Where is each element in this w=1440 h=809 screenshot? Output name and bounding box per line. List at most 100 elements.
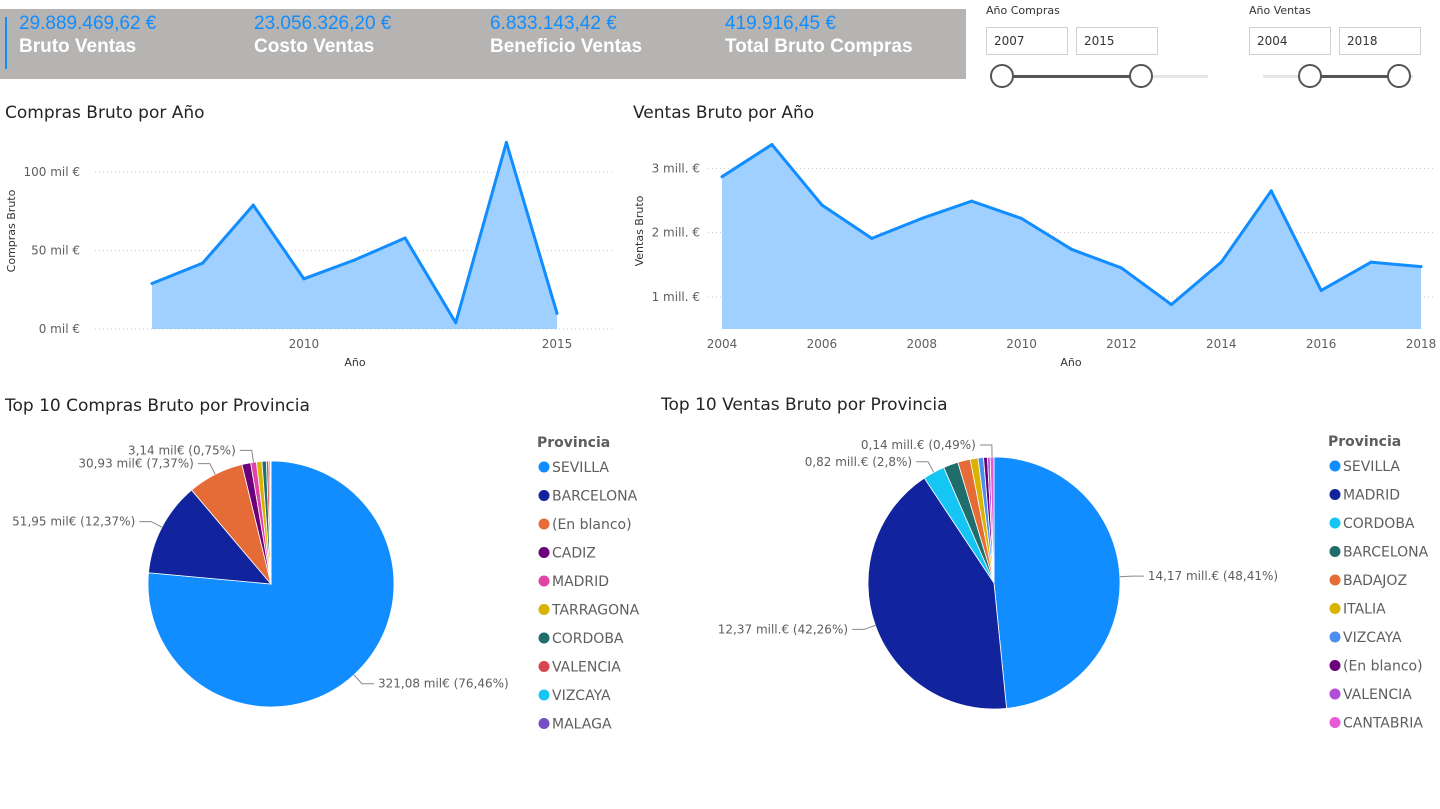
data-point (820, 203, 824, 207)
legend-marker (538, 490, 550, 501)
data-point (504, 140, 508, 144)
legend-item-label: CORDOBA (552, 631, 624, 647)
data-point (201, 261, 205, 265)
y-tick-label: 1 mill. € (652, 290, 700, 304)
ano-ventas-slider-end-handle[interactable] (1387, 64, 1411, 88)
ventas-anio-chart-title: Ventas Bruto por Año (633, 103, 815, 123)
pie-leader-line (916, 461, 935, 473)
data-point (1169, 303, 1173, 307)
pie-data-label: 12,37 mill.€ (42,26%) (718, 622, 848, 636)
ano-compras-to-input[interactable]: 2015 (1076, 27, 1158, 55)
ano-compras-slider-end-handle[interactable] (1129, 64, 1153, 88)
legend-item-label: MADRID (552, 574, 609, 590)
ano-compras-slider-start-handle[interactable] (990, 64, 1014, 88)
pie-data-label: 30,93 mil€ (7,37%) (78, 457, 193, 471)
legend-item-label: BADAJOZ (1343, 573, 1407, 589)
x-tick-label: 2010 (289, 337, 320, 351)
data-point (1419, 265, 1423, 269)
data-point (353, 258, 356, 262)
data-point (970, 199, 974, 203)
top10-compras-provincia-chart[interactable]: 321,08 mil€ (76,46%) 51,95 mil€ (12,37%) 3… (0, 420, 655, 750)
data-point (1070, 247, 1073, 251)
kpi-value: 29.889.469,62 € (19, 13, 157, 34)
legend-item-label: VIZCAYA (1343, 630, 1402, 646)
x-tick-label: 2010 (1006, 337, 1037, 351)
kpi-value: 419.916,45 € (725, 13, 836, 34)
x-tick-label: 2004 (707, 337, 738, 351)
legend-item-label: SEVILLA (1343, 459, 1400, 475)
x-tick-label: 2014 (1206, 337, 1237, 351)
data-point (720, 175, 724, 179)
legend-title: Provincia (537, 435, 610, 451)
ano-ventas-from-input[interactable]: 2004 (1249, 27, 1331, 55)
legend-marker (538, 461, 550, 473)
pie-data-label: 0,82 mill.€ (2,8%) (805, 455, 912, 469)
y-tick-label: 100 mil € (23, 165, 80, 179)
kpi-card-total-bruto-compras[interactable]: 419.916,45 € Total Bruto Compras (725, 13, 913, 59)
compras-bruto-por-anio-chart[interactable]: 0 mil € 50 mil € 100 mil € 2010 2015 Año Compr… (0, 125, 625, 375)
pie-leader-line (1119, 575, 1144, 578)
ano-ventas-to-input[interactable]: 2018 (1339, 27, 1421, 55)
legend-item-label: CADIZ (552, 546, 596, 562)
legend-item-label: BARCELONA (1343, 545, 1429, 561)
pie-leader-line (139, 521, 163, 528)
data-point (1119, 266, 1123, 270)
data-point (150, 282, 154, 286)
x-tick-label: 2006 (807, 337, 838, 351)
legend-marker (1329, 517, 1341, 529)
legend-title: Provincia (1328, 434, 1401, 450)
data-point (454, 321, 458, 325)
ano-ventas-slider-start-handle[interactable] (1298, 64, 1322, 88)
legend-marker (538, 547, 550, 558)
pie-slice (148, 489, 272, 585)
x-tick-label: 2015 (542, 337, 573, 351)
top10-ventas-provincia-chart[interactable]: 14,17 mill.€ (48,41%) 12,37 mill.€ (42,26… (655, 420, 1440, 750)
pie-data-label: 14,17 mill.€ (48,41%) (1148, 569, 1278, 583)
pie-data-label: 321,08 mil€ (76,46%) (378, 677, 509, 691)
kpi-card-beneficio-ventas[interactable]: 6.833.143,42 € Beneficio Ventas (490, 13, 642, 59)
legend-marker (538, 689, 550, 701)
legend-marker (1329, 717, 1341, 728)
kpi-label: Beneficio Ventas (490, 36, 643, 57)
pie-leader-line (197, 463, 216, 475)
legend-item-label: BARCELONA (552, 489, 638, 505)
data-point (302, 277, 306, 281)
legend-item-label: VALENCIA (1343, 687, 1412, 703)
legend-marker (1329, 660, 1341, 671)
pie-leader-line (852, 624, 876, 630)
legend-marker (1329, 460, 1341, 472)
pie-data-label: 3,14 mil€ (0,75%) (128, 443, 236, 457)
legend-marker (538, 661, 550, 672)
data-point (870, 236, 874, 240)
x-tick-label: 2016 (1306, 337, 1337, 351)
legend-item-label: CORDOBA (1343, 516, 1415, 532)
kpi-card-costo-ventas[interactable]: 23.056.326,20 € Costo Ventas (254, 13, 391, 59)
legend-item-label: ITALIA (1343, 602, 1386, 618)
pie-leader-line (979, 444, 993, 458)
kpi-card-bruto-ventas[interactable]: 29.889.469,62 € Bruto Ventas (19, 13, 156, 59)
legend-marker (1329, 546, 1341, 557)
data-point (1269, 189, 1273, 193)
slicer-title-ano-ventas: Año Ventas (1249, 4, 1311, 17)
y-tick-label: 50 mil € (31, 244, 80, 258)
legend-marker (538, 575, 550, 587)
legend-item-label: MALAGA (552, 717, 612, 733)
kpi-label: Costo Ventas (254, 36, 375, 57)
legend-marker (1329, 631, 1341, 643)
data-point (1219, 260, 1223, 264)
kpi-accent-bar (5, 17, 7, 69)
kpi-label: Bruto Ventas (19, 36, 137, 57)
ano-compras-from-input[interactable]: 2007 (986, 27, 1068, 55)
ventas-bruto-por-anio-chart[interactable]: 1 mill. € 2 mill. € 3 mill. € 2004 2006 2008 2… (628, 125, 1440, 375)
y-axis-title: Ventas Bruto (633, 195, 646, 266)
legend-marker (538, 632, 550, 644)
kpi-banner: 29.889.469,62 € Bruto Ventas 23.056.326,… (0, 9, 966, 79)
pie-data-label: 51,95 mil€ (12,37%) (12, 515, 135, 529)
x-tick-label: 2008 (906, 337, 937, 351)
data-point (1319, 288, 1323, 292)
legend-item-label: (En blanco) (552, 517, 632, 533)
kpi-value: 23.056.326,20 € (254, 13, 392, 34)
ventas-provincia-chart-title: Top 10 Ventas Bruto por Provincia (661, 395, 948, 415)
data-point (920, 216, 924, 220)
kpi-value: 6.833.143,42 € (490, 13, 617, 34)
